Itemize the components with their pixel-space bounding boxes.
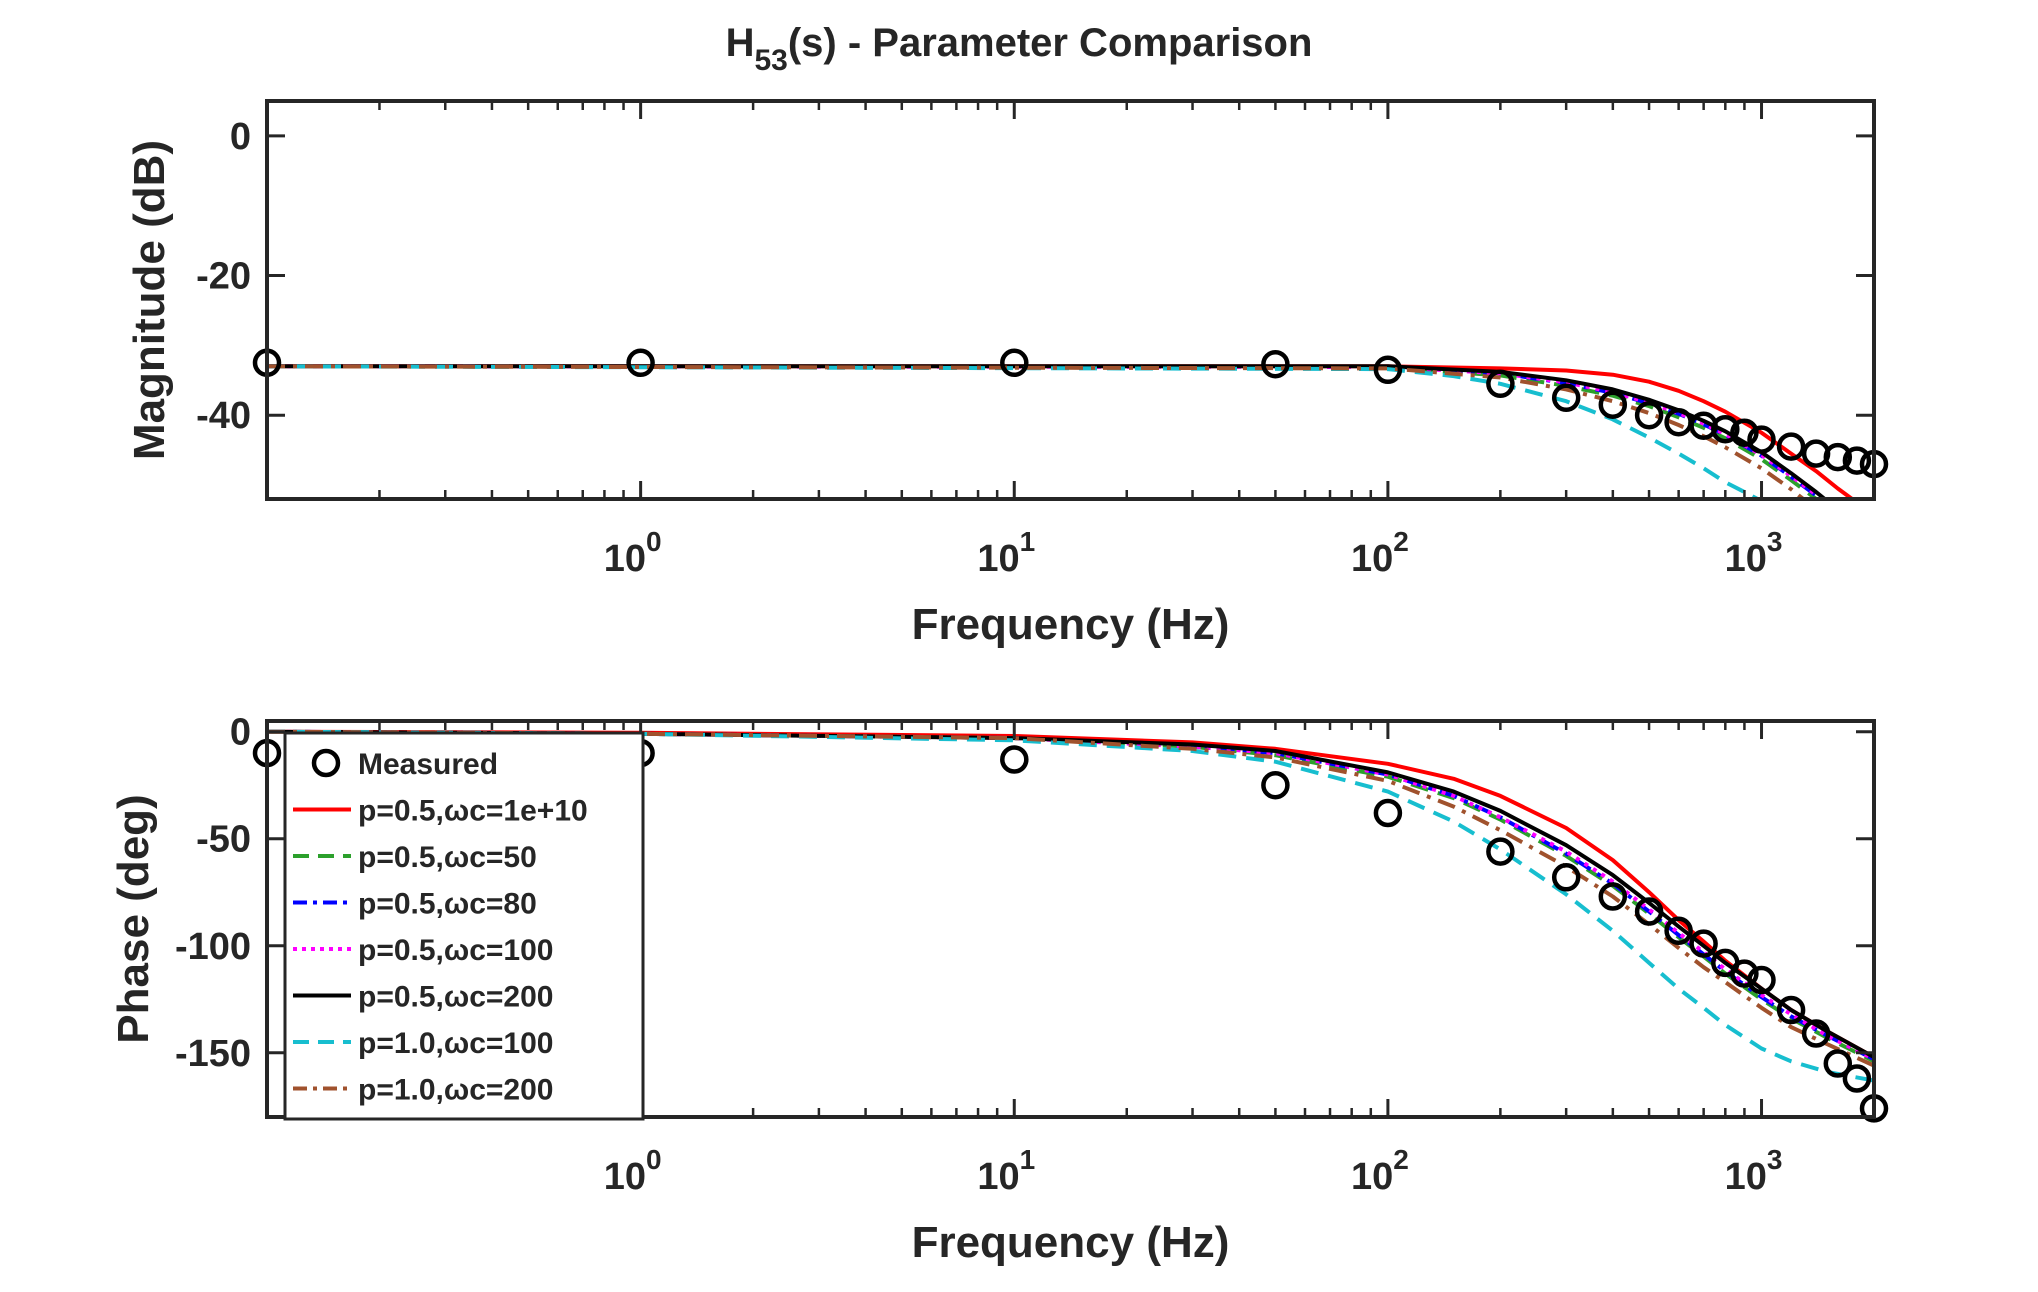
legend: Measured p=0.5,ωc=1e+10 p=0.5,ωc=50 p=0.5,ω… <box>283 731 645 1121</box>
x-tick-exponent: 0 <box>646 1144 662 1175</box>
magnitude-y-tick-label: 0 <box>230 116 251 158</box>
x-tick-exponent: 1 <box>1020 1144 1036 1175</box>
magnitude-series-line-0 <box>267 364 1856 499</box>
x-tick-exponent: 1 <box>1020 526 1036 557</box>
magnitude-y-axis-label: Magnitude (dB) <box>125 140 174 460</box>
phase-measured-point <box>1730 959 1759 988</box>
phase-measured-point <box>1689 929 1718 958</box>
magnitude-data-area <box>267 364 1856 499</box>
magnitude-measured-point <box>1551 383 1581 413</box>
phase-measured-point <box>1801 1019 1831 1048</box>
phase-measured-point <box>1551 863 1581 892</box>
x-tick-base: 10 <box>1725 1156 1767 1198</box>
legend-label-series: p=1.0,ωc=100 <box>358 1027 553 1060</box>
x-tick-base: 10 <box>977 538 1019 580</box>
figure-title-rest: (s) - Parameter Comparison <box>788 21 1313 65</box>
x-tick-base: 10 <box>1351 1156 1393 1198</box>
x-tick-base: 10 <box>604 1156 646 1198</box>
phase-x-tick-label: 101 <box>977 1144 1035 1198</box>
phase-measured-point <box>1486 837 1515 866</box>
magnitude-measured-point <box>1747 425 1776 454</box>
phase-series-line-2 <box>267 729 1874 1061</box>
phase-measured-point <box>1261 770 1290 800</box>
magnitude-measured-point <box>1776 432 1806 461</box>
magnitude-measured-point <box>626 348 655 378</box>
x-tick-base: 10 <box>1351 538 1393 580</box>
legend-label-series: p=0.5,ωc=1e+10 <box>358 795 588 828</box>
phase-measured-point <box>1598 882 1628 911</box>
legend-label-series: p=0.5,ωc=50 <box>358 841 537 874</box>
x-tick-exponent: 2 <box>1393 1144 1409 1175</box>
phase-measured-point <box>1747 965 1776 995</box>
phase-measured-point <box>1776 995 1806 1025</box>
x-tick-base: 10 <box>977 1156 1019 1198</box>
x-tick-exponent: 2 <box>1393 526 1409 557</box>
phase-y-tick-label: -100 <box>175 926 251 968</box>
x-tick-exponent: 3 <box>1767 1144 1783 1175</box>
magnitude-series-line-1 <box>267 364 1818 499</box>
x-tick-exponent: 3 <box>1767 526 1783 557</box>
phase-series-line-6 <box>267 729 1874 1068</box>
phase-axes-box <box>265 719 1876 1119</box>
legend-label-series: p=0.5,ωc=80 <box>358 888 537 921</box>
legend-label-series: p=0.5,ωc=200 <box>358 981 553 1014</box>
phase-measured-point <box>1664 916 1693 946</box>
phase-measured-point <box>1373 798 1403 828</box>
phase-measured-point <box>1842 1064 1872 1093</box>
magnitude-measured-point <box>1000 348 1029 378</box>
magnitude-x-tick-label: 103 <box>1725 526 1783 580</box>
phase-measured-point <box>1634 897 1664 926</box>
figure-title: H53(s) - Parameter Comparison <box>726 21 1313 77</box>
magnitude-axes-box <box>265 99 1876 501</box>
magnitude-measured-point <box>1598 390 1628 419</box>
phase-y-tick-label: 0 <box>230 712 251 754</box>
magnitude-series-line-3 <box>267 364 1818 497</box>
legend-label-series: p=1.0,ωc=200 <box>358 1074 553 1107</box>
magnitude-measured-point <box>1730 418 1759 447</box>
magnitude-measured-point <box>1711 414 1740 444</box>
phase-x-tick-label: 102 <box>1351 1144 1409 1198</box>
phase-series-line-5 <box>267 729 1874 1083</box>
magnitude-series-line-5 <box>267 364 1762 499</box>
magnitude-x-tick-label: 101 <box>977 526 1035 580</box>
phase-x-axis-label: Frequency (Hz) <box>912 1218 1230 1267</box>
phase-y-tick-label: -150 <box>175 1033 251 1075</box>
legend-measured-marker <box>311 748 341 778</box>
legend-label-measured: Measured <box>358 748 498 781</box>
legend-label-series: p=0.5,ωc=100 <box>358 934 553 967</box>
phase-measured-point <box>1823 1049 1853 1078</box>
x-tick-base: 10 <box>604 538 646 580</box>
magnitude-y-tick-label: -40 <box>196 395 251 437</box>
magnitude-measured-point <box>1634 400 1664 430</box>
phase-measured-point <box>1000 745 1029 774</box>
magnitude-measured-point <box>1823 442 1853 472</box>
magnitude-y-tick-label: -20 <box>196 256 251 298</box>
legend-box <box>283 731 645 1121</box>
x-tick-base: 10 <box>1725 538 1767 580</box>
figure-title-main: H <box>726 21 755 65</box>
magnitude-measured-point <box>1842 446 1872 475</box>
magnitude-x-tick-label: 100 <box>604 526 662 580</box>
figure-title-subscript: 53 <box>754 44 787 77</box>
magnitude-series-line-4 <box>267 364 1828 499</box>
magnitude-measured-point <box>1486 369 1515 399</box>
magnitude-x-tick-label: 102 <box>1351 526 1409 580</box>
magnitude-measured-point <box>1261 349 1290 379</box>
phase-x-tick-label: 100 <box>604 1144 662 1198</box>
magnitude-x-axis-label: Frequency (Hz) <box>912 600 1230 649</box>
magnitude-measured-point <box>1373 355 1403 385</box>
phase-y-axis-label: Phase (deg) <box>109 794 158 1043</box>
phase-x-tick-label: 103 <box>1725 1144 1783 1198</box>
phase-y-tick-label: -50 <box>196 819 251 861</box>
x-tick-exponent: 0 <box>646 526 662 557</box>
